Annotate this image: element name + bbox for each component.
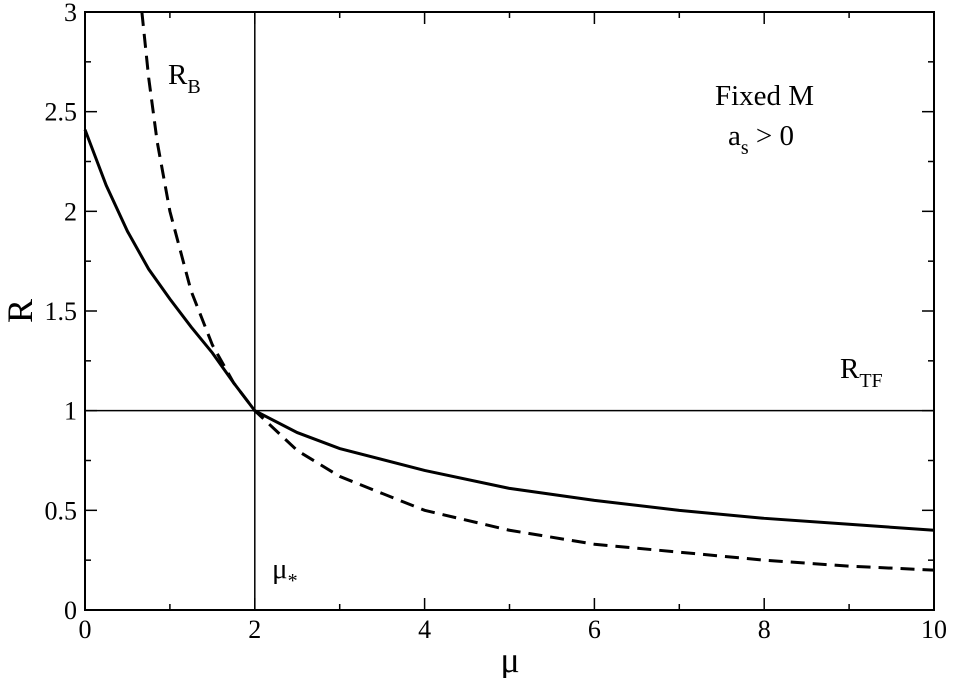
annotation-text: a: [728, 120, 741, 152]
annotation-text: μ: [272, 553, 288, 585]
y-tick-label: 2.5: [45, 98, 78, 127]
y-axis-label: R: [0, 299, 40, 323]
y-tick-label: 3: [64, 0, 77, 27]
x-tick-label: 2: [248, 615, 261, 644]
x-axis-label: μ: [500, 640, 519, 678]
y-tick-label: 1.5: [45, 297, 78, 326]
annotation-subscript: s: [741, 137, 749, 159]
x-tick-label: 0: [79, 615, 92, 644]
annotation-subscript: TF: [859, 370, 882, 392]
annotation-text: > 0: [749, 120, 794, 152]
curve: [83, 129, 935, 532]
annotation: RTF: [840, 353, 883, 392]
x-tick-label: 6: [588, 615, 601, 644]
x-tick-label: 8: [758, 615, 771, 644]
y-tick-label: 0.5: [45, 496, 78, 525]
annotation-text: Fixed M: [715, 80, 814, 112]
annotation: Fixed M: [715, 80, 814, 112]
annotation: as > 0: [728, 120, 794, 159]
annotation: RB: [168, 59, 201, 98]
x-tick-label: 4: [418, 615, 431, 644]
y-tick-label: 1: [64, 397, 77, 426]
annotation-subscript: B: [187, 76, 200, 98]
annotation-subscript: *: [288, 570, 298, 592]
curve: [140, 11, 935, 572]
y-tick-label: 2: [64, 197, 77, 226]
annotation-text: R: [168, 59, 188, 91]
annotation: μ*: [272, 553, 298, 592]
x-tick-label: 10: [921, 615, 947, 644]
y-tick-label: 0: [64, 596, 77, 625]
annotation-text: R: [840, 353, 860, 385]
